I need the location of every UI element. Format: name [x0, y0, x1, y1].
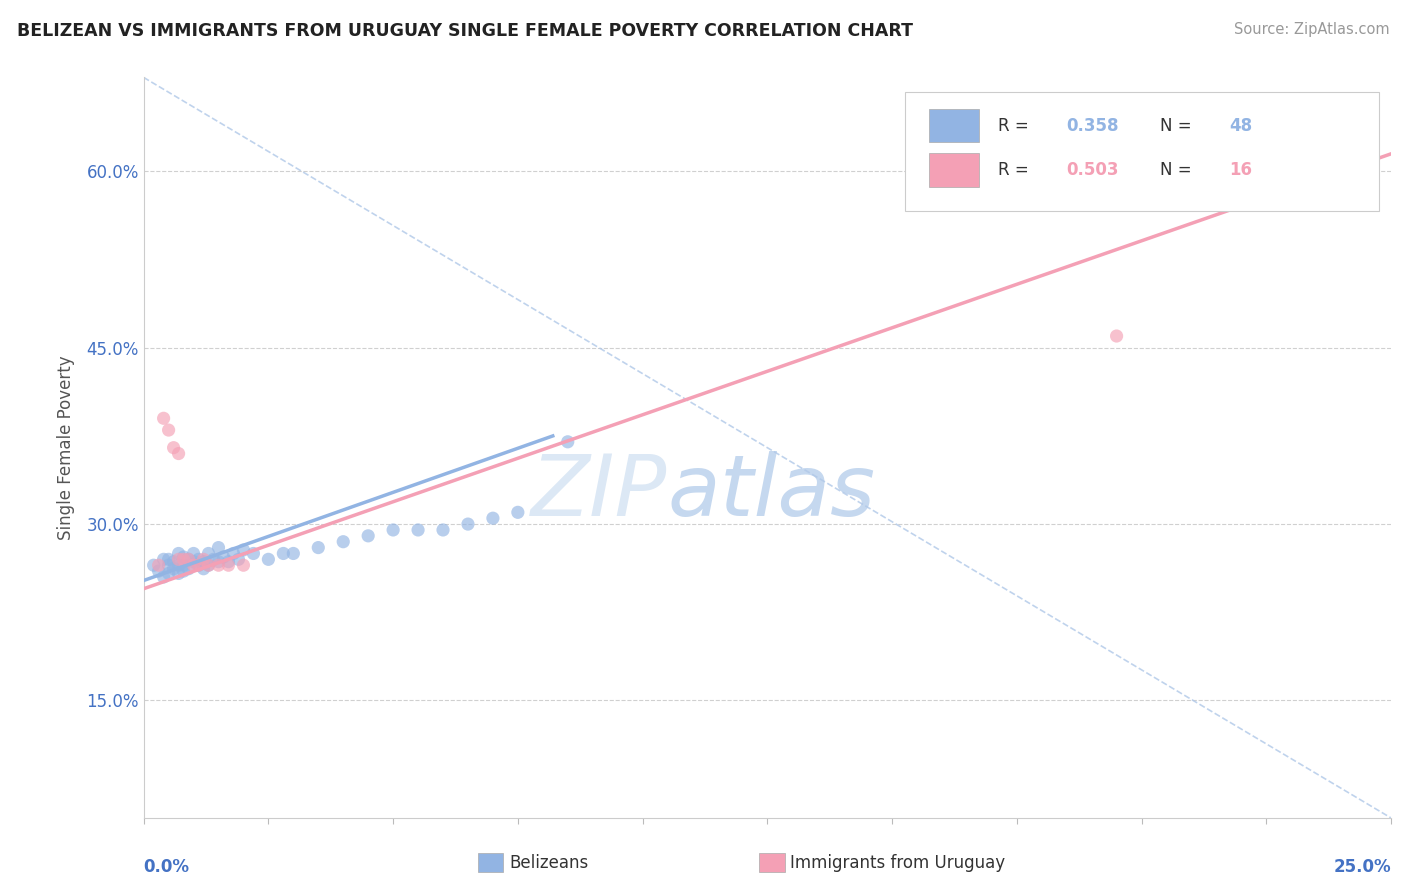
Point [222, 546, 245, 560]
Point [157, 423, 180, 437]
Point [148, 564, 170, 578]
Point [193, 562, 215, 576]
Text: Source: ZipAtlas.com: Source: ZipAtlas.com [1233, 22, 1389, 37]
Point [207, 541, 229, 555]
Point [283, 546, 305, 560]
Point [167, 446, 190, 460]
Text: 0.0%: 0.0% [143, 858, 190, 876]
Point [152, 552, 174, 566]
Point [242, 546, 264, 560]
Point [173, 552, 195, 566]
Point [506, 505, 529, 519]
Point [187, 558, 209, 573]
Point [152, 411, 174, 425]
Point [173, 549, 195, 564]
Text: ZIP: ZIP [531, 450, 668, 533]
Point [193, 555, 215, 569]
Point [307, 541, 329, 555]
Point [207, 555, 229, 569]
Text: R =: R = [998, 117, 1033, 135]
Point [197, 546, 219, 560]
Point [167, 552, 190, 566]
Point [557, 434, 579, 449]
Text: N =: N = [1160, 117, 1197, 135]
Point [157, 566, 180, 581]
Point [432, 523, 454, 537]
Point [202, 552, 225, 566]
FancyBboxPatch shape [904, 92, 1378, 211]
Point [162, 441, 184, 455]
Text: 48: 48 [1229, 117, 1251, 135]
Point [228, 552, 250, 566]
Point [177, 552, 200, 566]
Point [162, 562, 184, 576]
Point [273, 546, 295, 560]
Point [167, 546, 190, 560]
Point [157, 558, 180, 573]
Point [217, 558, 239, 573]
Point [1080, 146, 1102, 161]
Point [257, 552, 280, 566]
Text: atlas: atlas [668, 450, 876, 533]
Point [197, 558, 219, 573]
Text: 0.503: 0.503 [1067, 161, 1119, 179]
Point [183, 546, 205, 560]
Point [177, 552, 200, 566]
Point [193, 552, 215, 566]
Point [183, 555, 205, 569]
Point [1105, 329, 1128, 343]
Point [197, 558, 219, 573]
Point [357, 529, 380, 543]
Point [232, 558, 254, 573]
Point [187, 558, 209, 573]
Point [152, 570, 174, 584]
Text: Belizeans: Belizeans [509, 854, 588, 871]
Point [177, 562, 200, 576]
Point [212, 549, 235, 564]
Point [332, 534, 354, 549]
Point [142, 558, 165, 573]
Point [482, 511, 505, 525]
FancyBboxPatch shape [929, 109, 980, 142]
Point [207, 558, 229, 573]
Y-axis label: Single Female Poverty: Single Female Poverty [58, 355, 75, 540]
Text: Immigrants from Uruguay: Immigrants from Uruguay [790, 854, 1005, 871]
Point [187, 552, 209, 566]
Point [173, 558, 195, 573]
Point [457, 517, 479, 532]
Text: 0.358: 0.358 [1067, 117, 1119, 135]
Point [232, 543, 254, 558]
Point [167, 566, 190, 581]
Point [406, 523, 429, 537]
Point [173, 564, 195, 578]
Point [183, 558, 205, 573]
Point [162, 555, 184, 569]
Text: 25.0%: 25.0% [1333, 858, 1391, 876]
Point [148, 558, 170, 573]
Text: N =: N = [1160, 161, 1197, 179]
Text: BELIZEAN VS IMMIGRANTS FROM URUGUAY SINGLE FEMALE POVERTY CORRELATION CHART: BELIZEAN VS IMMIGRANTS FROM URUGUAY SING… [17, 22, 912, 40]
Point [382, 523, 405, 537]
Point [217, 555, 239, 569]
Point [167, 558, 190, 573]
FancyBboxPatch shape [929, 153, 980, 186]
Point [157, 552, 180, 566]
Text: 16: 16 [1229, 161, 1251, 179]
Text: R =: R = [998, 161, 1033, 179]
